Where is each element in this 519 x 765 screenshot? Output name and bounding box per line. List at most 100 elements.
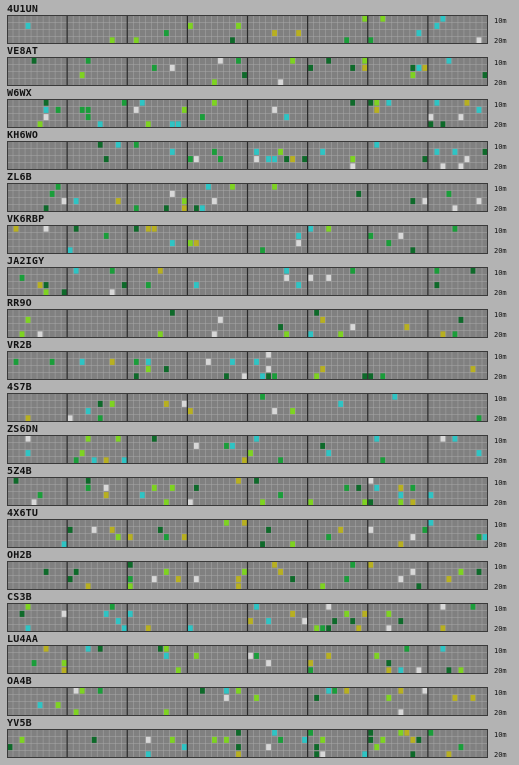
signal-cell xyxy=(181,744,187,751)
signal-cell xyxy=(163,205,169,212)
signal-cell xyxy=(212,198,217,205)
signal-grid xyxy=(7,687,488,716)
grid-frame xyxy=(7,561,488,590)
signal-grid xyxy=(7,393,488,422)
signal-cell xyxy=(79,72,85,79)
signal-cell xyxy=(97,121,103,128)
signal-cell xyxy=(344,484,350,491)
signal-grid xyxy=(7,267,488,296)
signal-cell xyxy=(133,205,139,212)
signal-cell xyxy=(398,492,404,499)
grid-frame xyxy=(7,393,488,422)
signal-cell xyxy=(452,331,458,338)
signal-cell xyxy=(440,603,446,610)
signal-cell xyxy=(13,225,19,232)
signal-cell xyxy=(386,99,392,106)
signal-cell xyxy=(254,652,259,659)
signal-cell xyxy=(175,667,181,674)
signal-cell xyxy=(278,324,283,331)
signal-cell xyxy=(103,484,109,491)
signal-cell xyxy=(254,603,259,610)
signal-cell xyxy=(272,106,277,113)
signal-cell xyxy=(446,751,452,758)
signal-cell xyxy=(470,267,476,274)
signal-cell xyxy=(133,225,139,232)
signal-cell xyxy=(338,331,344,338)
signal-cell xyxy=(398,541,404,548)
signal-cell xyxy=(332,618,338,625)
signal-cell xyxy=(404,324,410,331)
signal-cell xyxy=(157,645,163,652)
band-label-20m: 20m xyxy=(494,205,507,213)
signal-cell xyxy=(374,744,380,751)
signal-cell xyxy=(127,583,133,590)
signal-cell xyxy=(43,568,49,575)
signal-cell xyxy=(242,373,247,380)
signal-cell xyxy=(272,561,277,568)
signal-cell xyxy=(25,22,31,29)
signal-cell xyxy=(43,289,49,296)
signal-cell xyxy=(133,106,139,113)
signal-cell xyxy=(422,526,428,533)
signal-cell xyxy=(386,667,392,674)
signal-cell xyxy=(242,519,247,526)
band-label-10m: 10m xyxy=(494,563,507,571)
signal-cell xyxy=(272,156,277,163)
signal-cell xyxy=(109,603,115,610)
signal-cell xyxy=(193,282,199,289)
signal-cell xyxy=(236,576,241,583)
band-label-20m: 20m xyxy=(494,583,507,591)
signal-cell xyxy=(25,415,31,422)
band-label-20m: 20m xyxy=(494,667,507,675)
signal-cell xyxy=(175,576,181,583)
signal-cell xyxy=(374,484,380,491)
signal-cell xyxy=(19,274,25,281)
band-label-20m: 20m xyxy=(494,163,507,171)
band-label-20m: 20m xyxy=(494,625,507,633)
signal-cell xyxy=(61,198,67,205)
signal-cell xyxy=(428,492,434,499)
signal-cell xyxy=(440,331,446,338)
signal-cell xyxy=(49,358,55,365)
signal-cell xyxy=(446,57,452,64)
signal-cell xyxy=(260,541,265,548)
band-label-20m: 20m xyxy=(494,709,507,717)
signal-cell xyxy=(410,568,416,575)
signal-cell xyxy=(67,526,73,533)
signal-cell xyxy=(266,526,271,533)
signal-cell xyxy=(326,225,332,232)
signal-cell xyxy=(121,99,127,106)
signal-cell xyxy=(314,694,320,701)
signal-cell xyxy=(452,225,458,232)
signal-cell xyxy=(398,484,404,491)
signal-cell xyxy=(127,534,133,541)
station-row: 5Z4B 10m 20m xyxy=(0,466,519,508)
signal-cell xyxy=(254,477,259,484)
signal-cell xyxy=(380,457,386,464)
signal-cell xyxy=(19,331,25,338)
signal-cell xyxy=(145,366,151,373)
signal-cell xyxy=(37,282,43,289)
signal-cell xyxy=(350,64,356,71)
signal-cell xyxy=(440,435,446,442)
signal-cell xyxy=(127,610,133,617)
signal-cell xyxy=(260,393,265,400)
signal-cell xyxy=(85,645,91,652)
signal-cell xyxy=(452,205,458,212)
signal-cell xyxy=(109,358,115,365)
signal-cell xyxy=(61,289,67,296)
signal-cell xyxy=(476,450,482,457)
signal-cell xyxy=(127,576,133,583)
signal-cell xyxy=(434,282,440,289)
signal-cell xyxy=(290,576,295,583)
signal-cell xyxy=(79,106,85,113)
station-callsign: RR9O xyxy=(7,298,32,309)
signal-cell xyxy=(43,205,49,212)
signal-cell xyxy=(428,729,434,736)
signal-cell xyxy=(398,667,404,674)
signal-cell xyxy=(446,190,452,197)
signal-cell xyxy=(422,198,428,205)
signal-cell xyxy=(242,457,247,464)
band-label-10m: 10m xyxy=(494,395,507,403)
